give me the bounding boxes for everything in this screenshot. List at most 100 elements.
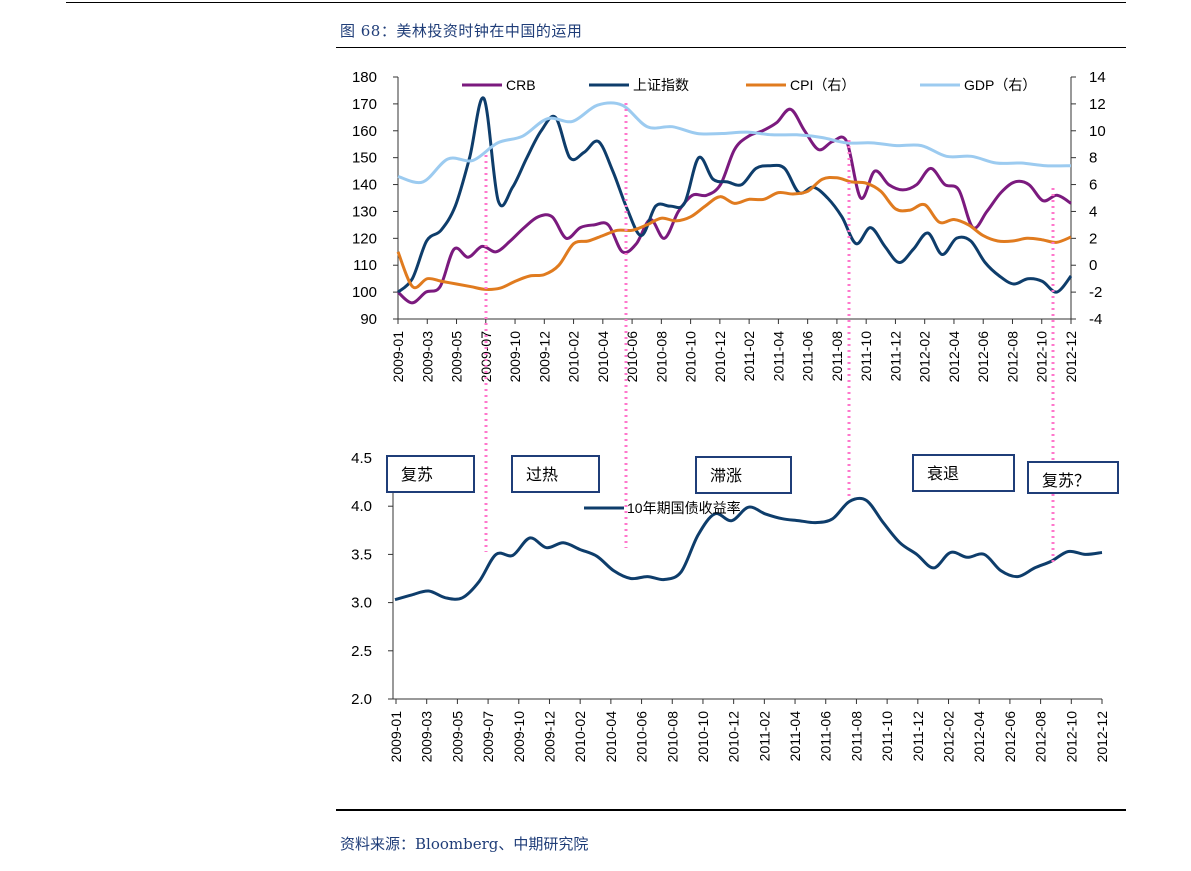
bottom-chart: 4.5 4.0 3.5 3.0 2.5 2.0 2009-01 2009-03 2009-05 2… [351,450,1110,762]
series-line-2 [396,175,1072,291]
top-x-tick-label: 2011-06 [800,331,816,382]
top-rule [66,2,1126,3]
top-x-tick-label: 2009-03 [419,331,435,383]
bottom-x-tick-label: 2011-02 [756,711,772,762]
bottom-y-tick-label: 4.0 [351,498,372,515]
series-line-0 [396,107,1072,305]
top-right-tick-label: 4 [1089,203,1097,220]
top-left-tick-label: 160 [352,123,377,140]
legend-label: GDP（右） [964,77,1036,93]
top-left-tick-label: 120 [352,230,377,247]
bottom-x-tick-label: 2010-06 [634,711,650,763]
legend-label: CRB [506,77,536,93]
bottom-x-tick-label: 2012-06 [1002,711,1018,763]
phase-label: 过热 [526,465,558,484]
series-line-1 [396,96,1073,294]
top-right-tick-label: 12 [1089,96,1106,113]
top-x-tick-label: 2010-10 [683,331,699,383]
top-left-tick-label: 170 [352,96,377,113]
top-x-tick-label: 2009-10 [507,331,523,383]
top-x-tick-label: 2011-02 [741,331,757,382]
top-left-tick-label: 100 [352,284,377,301]
bottom-x-tick-label: 2010-10 [695,711,711,763]
phase-labels: 复苏 过热 滞涨 衰退 复苏？ [386,454,1119,494]
top-right-tick-label: 8 [1089,150,1097,167]
top-x-tick-label: 2011-10 [858,331,874,382]
phase-box [386,455,475,493]
legend-label: 10年期国债收益率 [627,500,741,516]
bottom-x-tick-label: 2009-03 [419,711,435,763]
top-x-tick-label: 2012-10 [1034,331,1050,383]
bottom-x-tick-label: 2012-12 [1094,711,1110,763]
bottom-y-tick-label: 2.5 [351,643,372,660]
top-x-tick-label: 2012-02 [917,331,933,383]
top-x-tick-label: 2009-05 [449,331,465,383]
top-right-tick-label: 14 [1089,69,1106,86]
top-left-tick-label: 150 [352,150,377,167]
phase-label: 复苏 [401,465,433,484]
phase-box [695,456,792,494]
top-x-tick-label: 2010-06 [624,331,640,383]
top-x-tick-label: 2012-04 [946,331,962,383]
bottom-x-tick-label: 2009-12 [541,711,557,763]
top-chart: 1801701601501401301201101009014121086420… [352,69,1106,382]
bottom-x-tick-label: 2009-05 [449,711,465,763]
phase-label: 滞涨 [710,466,742,485]
phase-label: 复苏？ [1042,471,1090,490]
top-right-tick-label: 6 [1089,177,1097,194]
bottom-x-tick-label: 2011-06 [818,711,834,762]
bottom-y-tick-label: 3.5 [351,546,372,563]
top-right-tick-label: 2 [1089,230,1097,247]
top-x-tick-label: 2009-01 [390,331,406,383]
top-x-tick-label: 2011-12 [887,331,903,382]
top-left-tick-label: 140 [352,177,377,194]
bottom-x-tick-label: 2010-12 [726,711,742,763]
bottom-x-tick-label: 2009-10 [511,711,527,763]
bottom-y-tick-label: 4.5 [351,450,372,467]
top-x-tick-label: 2010-12 [712,331,728,383]
bottom-x-tick-label: 2012-02 [941,711,957,763]
bottom-x-tick-label: 2010-02 [572,711,588,763]
top-x-tick-label: 2012-08 [1004,331,1020,383]
bond-yield-line [394,496,1103,602]
phase-box [511,455,600,493]
top-right-tick-label: 10 [1089,123,1106,140]
title-rule [336,47,1126,48]
bottom-x-tick-label: 2009-01 [388,711,404,763]
top-left-tick-label: 130 [352,203,377,220]
top-left-tick-label: 90 [360,311,377,328]
bottom-x-tick-label: 2010-04 [603,711,619,763]
legend-label: CPI（右） [790,77,855,93]
top-right-tick-label: 0 [1089,257,1097,274]
top-x-tick-label: 2010-02 [566,331,582,383]
bottom-x-tick-label: 2011-04 [787,711,803,762]
bottom-rule [336,809,1126,811]
top-x-tick-label: 2009-12 [536,331,552,383]
bottom-x-tick-label: 2012-08 [1033,711,1049,763]
top-left-tick-label: 110 [353,257,377,274]
bottom-x-tick-label: 2011-08 [848,711,864,762]
bottom-x-tick-label: 2010-08 [664,711,680,763]
bottom-x-tick-label: 2011-12 [910,711,926,762]
series-line-3 [397,101,1072,185]
top-x-tick-label: 2011-04 [770,331,786,382]
phase-label: 衰退 [927,464,959,483]
top-x-tick-label: 2010-08 [653,331,669,383]
top-x-tick-label: 2009-07 [478,331,494,383]
bottom-x-tick-label: 2009-07 [480,711,496,763]
phase-box [912,454,1015,492]
legend-label: 上证指数 [633,77,689,93]
top-right-tick-label: -2 [1089,284,1102,301]
top-x-tick-label: 2011-08 [829,331,845,382]
top-right-tick-label: -4 [1089,311,1102,328]
top-x-tick-label: 2012-06 [975,331,991,383]
bottom-x-tick-label: 2011-10 [879,711,895,762]
top-x-tick-label: 2010-04 [595,331,611,383]
top-x-tick-label: 2012-12 [1063,331,1079,383]
top-left-tick-label: 180 [352,69,377,86]
bottom-x-tick-label: 2012-10 [1063,711,1079,763]
phase-box [1027,461,1119,494]
bottom-y-tick-label: 3.0 [351,595,372,612]
bottom-y-tick-label: 2.0 [351,691,372,708]
